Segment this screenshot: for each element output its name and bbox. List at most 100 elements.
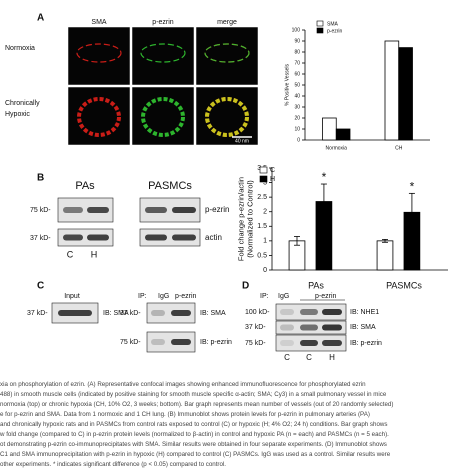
micrograph <box>131 26 195 86</box>
lane-label: H <box>329 353 335 362</box>
band <box>300 309 318 315</box>
x-tick-label: Normoxia <box>326 145 348 151</box>
caption-line: normoxia (top) or chronic hypoxia (CH, 1… <box>0 401 394 408</box>
caption-line: w fold change (compared to C) in p-ezrin… <box>0 431 389 438</box>
significance-mark: * <box>410 180 415 194</box>
caption-line: and chronically hypoxic rats and in PASM… <box>0 421 388 428</box>
y-tick-label: 2.5 <box>257 194 267 201</box>
caption-line: C1 and SMA immunoprecipitation with p-ez… <box>0 451 391 458</box>
size-marker: 75 kD- <box>245 340 266 347</box>
band <box>87 207 109 213</box>
legend-swatch <box>259 175 268 183</box>
size-marker: 75 kD- <box>120 339 141 346</box>
y-tick-label: 0 <box>297 137 300 143</box>
scale-bar-label: 40 nm <box>235 138 249 144</box>
size-marker: 100 kD- <box>245 309 270 316</box>
band <box>300 324 318 331</box>
y-tick-label: 40 <box>294 93 300 99</box>
band <box>280 324 294 331</box>
y-tick-label: 0.5 <box>257 252 267 259</box>
band <box>63 234 83 241</box>
y-tick-label: 90 <box>294 38 300 44</box>
column-header: Input <box>64 293 80 300</box>
band <box>171 310 191 316</box>
panel-label: D <box>242 281 249 292</box>
band <box>145 234 167 241</box>
y-tick-label: 20 <box>294 115 300 121</box>
legend-label: p-ezrin <box>327 28 343 34</box>
stained-ring <box>76 43 122 63</box>
caption-line: 488) in smooth muscle cells (indicated b… <box>0 391 387 398</box>
legend-label: H <box>270 176 275 183</box>
size-marker: 75 kD- <box>30 207 51 214</box>
caption-line: e for p-ezrin and SMA. Data from 1 normo… <box>0 411 370 418</box>
y-axis-label: % Positive Vessels <box>284 64 290 106</box>
lane-label: IgG <box>158 293 169 300</box>
band-label: IB: p-ezrin <box>200 339 232 346</box>
y-tick-label: 100 <box>292 27 301 33</box>
legend-label: C <box>270 167 275 174</box>
y-tick-label: 3 <box>263 179 267 186</box>
band <box>280 340 294 346</box>
y-axis-label: Fold change p-ezrin/actin <box>236 177 245 261</box>
band-label: IB: SMA <box>103 310 129 317</box>
caption-line: other experiments. * indicates significa… <box>0 461 227 468</box>
stained-ring <box>204 43 250 63</box>
row-label: Hypoxic <box>5 111 30 118</box>
band <box>151 339 165 345</box>
band <box>145 207 167 213</box>
bar <box>322 117 337 141</box>
x-tick-label: PASMCs <box>386 280 422 290</box>
x-tick-label: CH <box>395 145 403 151</box>
y-tick-label: 30 <box>294 104 300 110</box>
size-marker: 37 kD- <box>120 310 141 317</box>
size-marker: 37 kD- <box>27 310 48 317</box>
y-tick-label: 70 <box>294 60 300 66</box>
band <box>280 309 294 315</box>
lane-label: C <box>67 249 74 259</box>
band <box>171 339 191 345</box>
band-label: IB: p-ezrin <box>350 340 382 347</box>
band-label: IB: SMA <box>350 324 376 331</box>
band-label: IB: SMA <box>200 310 226 317</box>
legend-swatch <box>316 20 324 27</box>
group-label: PASMCs <box>148 180 192 192</box>
significance-mark: * <box>322 170 327 184</box>
row-label: Chronically <box>5 100 40 107</box>
bar <box>384 40 400 141</box>
column-header: p-ezrin <box>152 19 174 26</box>
panel-label: B <box>37 173 44 184</box>
band-label: actin <box>205 233 222 242</box>
band <box>322 309 342 315</box>
panel-label: C <box>37 281 44 292</box>
y-tick-label: 1 <box>263 238 267 245</box>
lane-label: C <box>306 353 312 362</box>
group-label: PAs <box>75 180 95 192</box>
y-tick-label: 10 <box>294 126 300 132</box>
band-label: p-ezrin <box>205 205 229 214</box>
band <box>322 340 342 346</box>
panel-label: A <box>37 13 44 24</box>
row-label: Normoxia <box>5 45 35 52</box>
blot <box>139 228 201 247</box>
lane-label: C <box>284 353 290 362</box>
size-marker: 37 kD- <box>30 235 51 242</box>
bar <box>398 47 413 141</box>
lane-label: H <box>91 249 98 259</box>
column-header: SMA <box>91 19 107 26</box>
band <box>151 310 165 316</box>
figure: A B C D SMA p-ezrin merge Normoxia Chronical… <box>5 13 448 362</box>
stained-ring <box>77 97 121 137</box>
bar <box>376 240 394 271</box>
stained-ring <box>205 97 249 137</box>
column-header: merge <box>217 19 237 26</box>
blot <box>57 228 114 247</box>
y-axis-label: (Normalized to Control) <box>245 180 254 258</box>
band <box>172 207 196 213</box>
micrograph <box>67 26 131 86</box>
y-tick-label: 80 <box>294 49 300 55</box>
y-tick-label: 2 <box>263 209 267 216</box>
lane-label: p-ezrin <box>315 293 337 300</box>
legend-swatch <box>259 166 268 174</box>
y-tick-label: 1.5 <box>257 223 267 230</box>
